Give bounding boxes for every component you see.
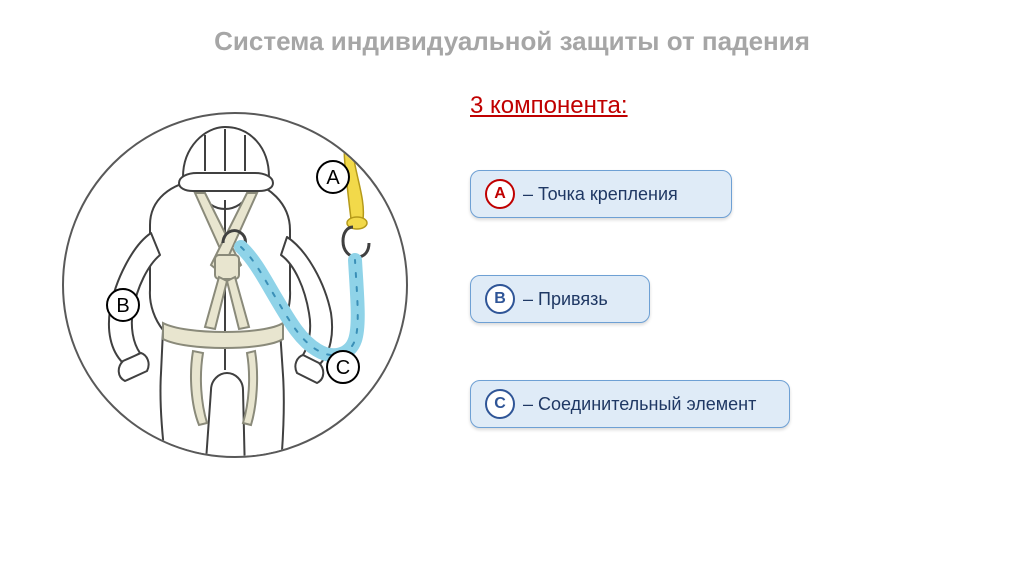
svg-text:A: A <box>326 167 340 189</box>
legend-item-a: A – Точка крепления <box>470 170 732 218</box>
connector <box>343 227 369 257</box>
legend-badge-c: C <box>485 389 515 419</box>
subtitle: 3 компонента: <box>470 92 628 120</box>
svg-text:C: C <box>336 357 350 379</box>
slide: Система индивидуальной защиты от падения… <box>0 0 1024 574</box>
diagram-fall-protection: A B C <box>55 105 415 465</box>
diagram-label-b: B <box>107 289 139 321</box>
diagram-label-c: C <box>327 351 359 383</box>
legend-badge-a: A <box>485 179 515 209</box>
legend-text-a: – Точка крепления <box>523 184 678 205</box>
legend-item-c: C – Соединительный элемент <box>470 380 790 428</box>
legend-badge-b: B <box>485 284 515 314</box>
diagram-label-a: A <box>317 161 349 193</box>
legend-item-b: B – Привязь <box>470 275 650 323</box>
svg-text:B: B <box>116 295 129 317</box>
legend-text-b: – Привязь <box>523 289 608 310</box>
page-title: Система индивидуальной защиты от падения <box>0 26 1024 57</box>
legend-text-c: – Соединительный элемент <box>523 394 756 415</box>
